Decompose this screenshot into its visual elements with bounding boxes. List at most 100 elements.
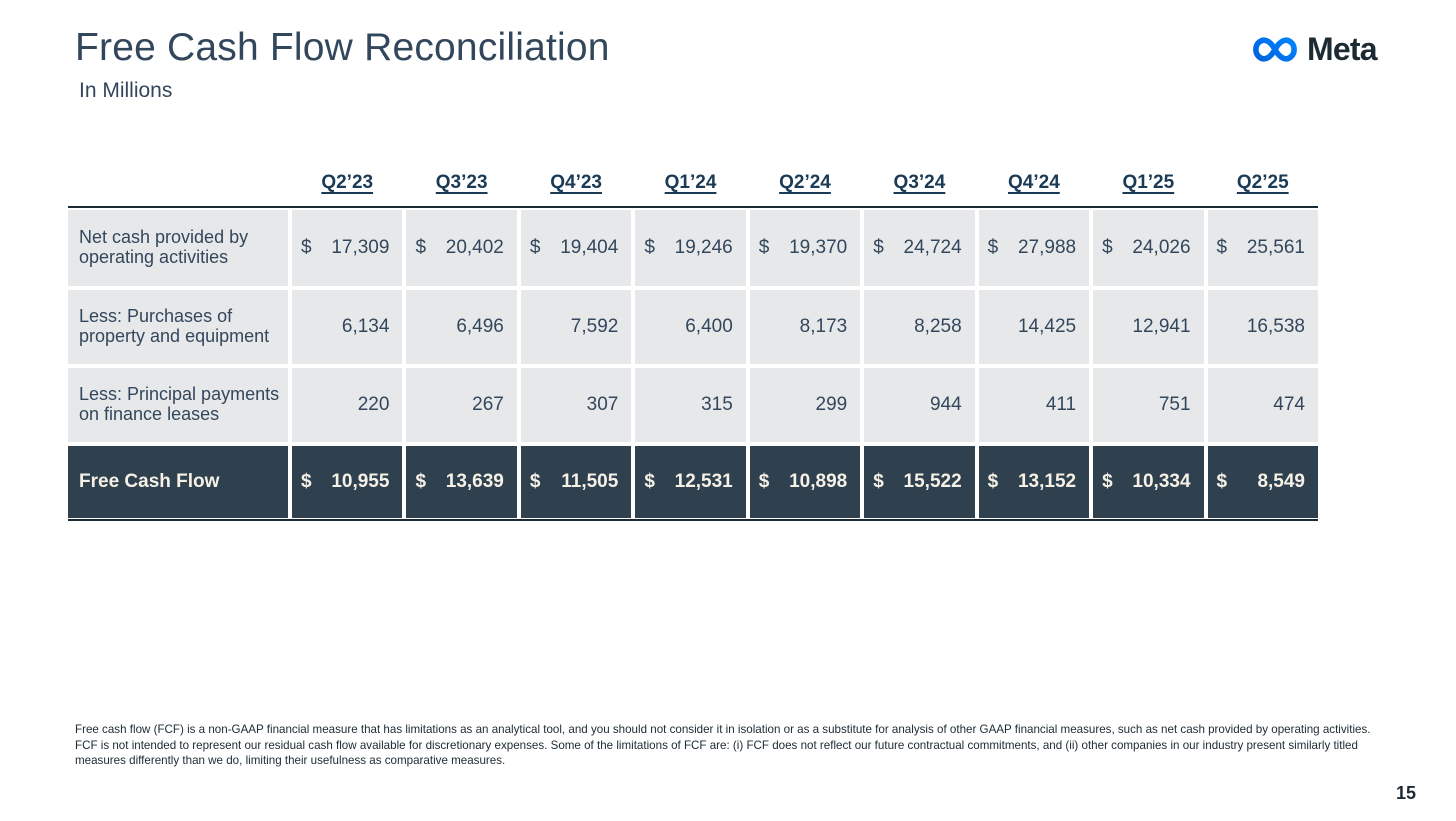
column-header-q2-23: Q2’23 [321, 172, 374, 193]
column-header-q3-23: Q3’23 [435, 172, 488, 193]
table-cell: 8,173 [749, 290, 861, 364]
currency-symbol: $ [529, 471, 541, 492]
currency-symbol: $ [301, 237, 312, 258]
column-header-q1-24: Q1’24 [664, 172, 717, 193]
table-cell: $10,955 [292, 446, 403, 518]
table-cell: $19,370 [749, 210, 861, 286]
cell-value: 8,173 [799, 316, 848, 337]
footnote-text: Free cash flow (FCF) is a non-GAAP finan… [75, 723, 1371, 768]
table-cell: 6,496 [406, 290, 517, 364]
page-number: 15 [1396, 783, 1417, 803]
cell-value: 10,898 [789, 471, 848, 492]
cell-value: 12,531 [674, 471, 733, 492]
cell-value: 19,246 [674, 237, 733, 258]
table-cell: 267 [406, 368, 517, 442]
currency-symbol: $ [529, 237, 541, 258]
table-cell: $10,898 [749, 446, 861, 518]
cell-value: 751 [1158, 394, 1191, 415]
table-cell: $13,639 [406, 446, 517, 518]
cell-value: 220 [357, 394, 390, 415]
currency-symbol: $ [415, 237, 427, 258]
currency-symbol: $ [1216, 471, 1228, 492]
table-cell: 944 [864, 368, 975, 442]
meta-infinity-icon [1250, 34, 1300, 65]
table-bottom-rule [68, 519, 1318, 521]
cell-value: 11,505 [561, 471, 619, 492]
table-cell: 299 [749, 368, 861, 442]
column-header-q4-24: Q4’24 [1008, 172, 1060, 193]
column-header-q3-24: Q3’24 [893, 172, 946, 193]
currency-symbol: $ [758, 237, 770, 258]
table-cell: $19,246 [635, 210, 746, 286]
currency-symbol: $ [1216, 237, 1228, 258]
table-cell: 12,941 [1093, 290, 1204, 364]
cell-value: 27,988 [1017, 237, 1077, 258]
cell-value: 299 [815, 394, 848, 415]
table-cell: $24,724 [864, 210, 975, 286]
cell-value: 13,152 [1017, 471, 1077, 492]
table-cell: $15,522 [864, 446, 975, 518]
cell-value: 315 [701, 394, 733, 415]
table-cell: 16,538 [1207, 290, 1318, 364]
currency-symbol: $ [873, 471, 884, 492]
cell-value: 14,425 [1017, 316, 1077, 337]
cell-value: 10,955 [331, 471, 390, 492]
cell-value: 19,404 [560, 237, 619, 258]
table-cell: $19,404 [520, 210, 632, 286]
table-cell: 14,425 [978, 290, 1090, 364]
column-header-q2-25: Q2’25 [1236, 172, 1289, 193]
cell-value: 17,309 [331, 237, 390, 258]
table-cell: $27,988 [978, 210, 1090, 286]
cell-value: 13,639 [445, 471, 504, 492]
table-top-rule [68, 206, 1318, 208]
table-cell: $13,152 [978, 446, 1090, 518]
row-label-finance-leases: Less: Principal payments on finance leas… [68, 368, 288, 442]
table-cell: 315 [635, 368, 746, 442]
table-cell: 6,400 [635, 290, 746, 364]
table-cell: 411 [978, 368, 1090, 442]
cell-value: 16,538 [1246, 316, 1305, 337]
cell-value: 307 [586, 394, 619, 415]
currency-symbol: $ [644, 471, 655, 492]
currency-symbol: $ [987, 471, 999, 492]
currency-symbol: $ [873, 237, 884, 258]
cell-value: 24,724 [903, 237, 962, 258]
cell-value: 267 [472, 394, 504, 415]
cell-value: 411 [1045, 394, 1077, 415]
cell-value: 15,522 [903, 471, 962, 492]
cell-value: 20,402 [445, 237, 504, 258]
table-cell: $17,309 [292, 210, 403, 286]
table-cell: 307 [520, 368, 632, 442]
currency-symbol: $ [644, 237, 655, 258]
column-header-q2-24: Q2’24 [779, 172, 831, 193]
table-cell: 6,134 [292, 290, 403, 364]
table-cell: 220 [292, 368, 403, 442]
cell-value: 7,592 [570, 316, 619, 337]
page-subtitle: In Millions [79, 79, 173, 102]
table-cell: 474 [1207, 368, 1318, 442]
cell-value: 19,370 [789, 237, 848, 258]
table-cell: $24,026 [1093, 210, 1204, 286]
cell-value: 12,941 [1132, 316, 1191, 337]
table-body: Net cash provided by operating activitie… [68, 210, 1318, 518]
cell-value: 24,026 [1132, 237, 1191, 258]
cell-value: 6,496 [456, 316, 504, 337]
table-header-row: Q2’23 Q3’23 Q4’23 Q1’24 Q2’24 Q3’24 Q4’2… [68, 172, 1318, 206]
cell-value: 6,400 [685, 316, 733, 337]
column-header-q4-23: Q4’23 [550, 172, 602, 193]
meta-logo: Meta [1250, 31, 1378, 68]
cell-value: 25,561 [1246, 237, 1305, 258]
currency-symbol: $ [758, 471, 770, 492]
cell-value: 6,134 [341, 316, 390, 337]
column-header-q1-25: Q1’25 [1122, 172, 1175, 193]
table-cell: 751 [1093, 368, 1204, 442]
row-label-free-cash-flow: Free Cash Flow [68, 446, 288, 518]
currency-symbol: $ [987, 237, 999, 258]
cell-value: 944 [929, 394, 962, 415]
table-cell: $11,505 [520, 446, 632, 518]
row-label-capex: Less: Purchases of property and equipmen… [68, 290, 288, 364]
cell-value: 10,334 [1132, 471, 1191, 492]
table-cell: 7,592 [520, 290, 632, 364]
table-cell: 8,258 [864, 290, 975, 364]
table-cell: $10,334 [1093, 446, 1204, 518]
